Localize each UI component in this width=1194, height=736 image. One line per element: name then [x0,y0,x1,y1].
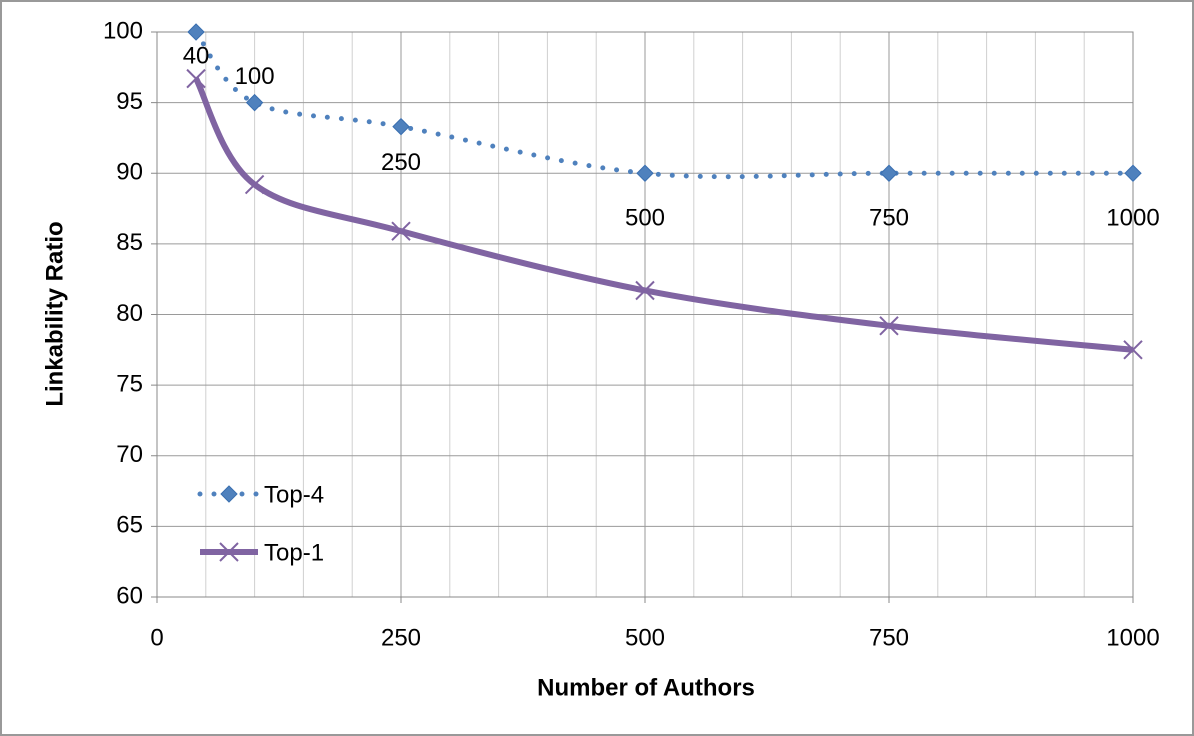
x-tick-label: 750 [869,624,909,651]
y-tick-label: 60 [116,582,143,609]
x-tick-label: 0 [150,624,163,651]
y-tick-label: 90 [116,159,143,186]
point-label: 500 [625,205,665,232]
legend-marker [220,485,238,503]
point-label: 250 [381,149,421,176]
y-tick-label: 75 [116,370,143,397]
point-label: 40 [183,42,210,69]
y-tick-label: 100 [103,17,143,44]
point-marker [1124,164,1142,182]
point-marker [636,164,654,182]
y-tick-label: 95 [116,88,143,115]
point-label: 1000 [1106,205,1159,232]
point-marker [392,117,410,136]
x-tick-label: 1000 [1106,624,1159,651]
x-axis-title: Number of Authors [537,674,755,701]
point-marker [187,23,205,41]
point-marker [880,164,898,182]
point-marker [1123,340,1143,360]
y-axis-title: Linkability Ratio [41,221,68,406]
y-tick-label: 85 [116,229,143,256]
point-label: 750 [869,205,909,232]
point-marker [879,316,899,336]
legend-label: Top-1 [264,539,324,566]
x-tick-label: 250 [381,624,421,651]
legend-marker [219,542,239,562]
point-marker [391,221,411,241]
x-tick-label: 500 [625,624,665,651]
point-marker [244,174,265,195]
point-label: 100 [235,63,275,90]
y-tick-label: 65 [116,512,143,539]
point-marker [635,280,655,301]
point-marker [186,68,206,89]
point-marker [245,93,264,112]
y-tick-label: 80 [116,300,143,327]
legend-label: Top-4 [264,481,324,508]
y-tick-label: 70 [116,441,143,468]
